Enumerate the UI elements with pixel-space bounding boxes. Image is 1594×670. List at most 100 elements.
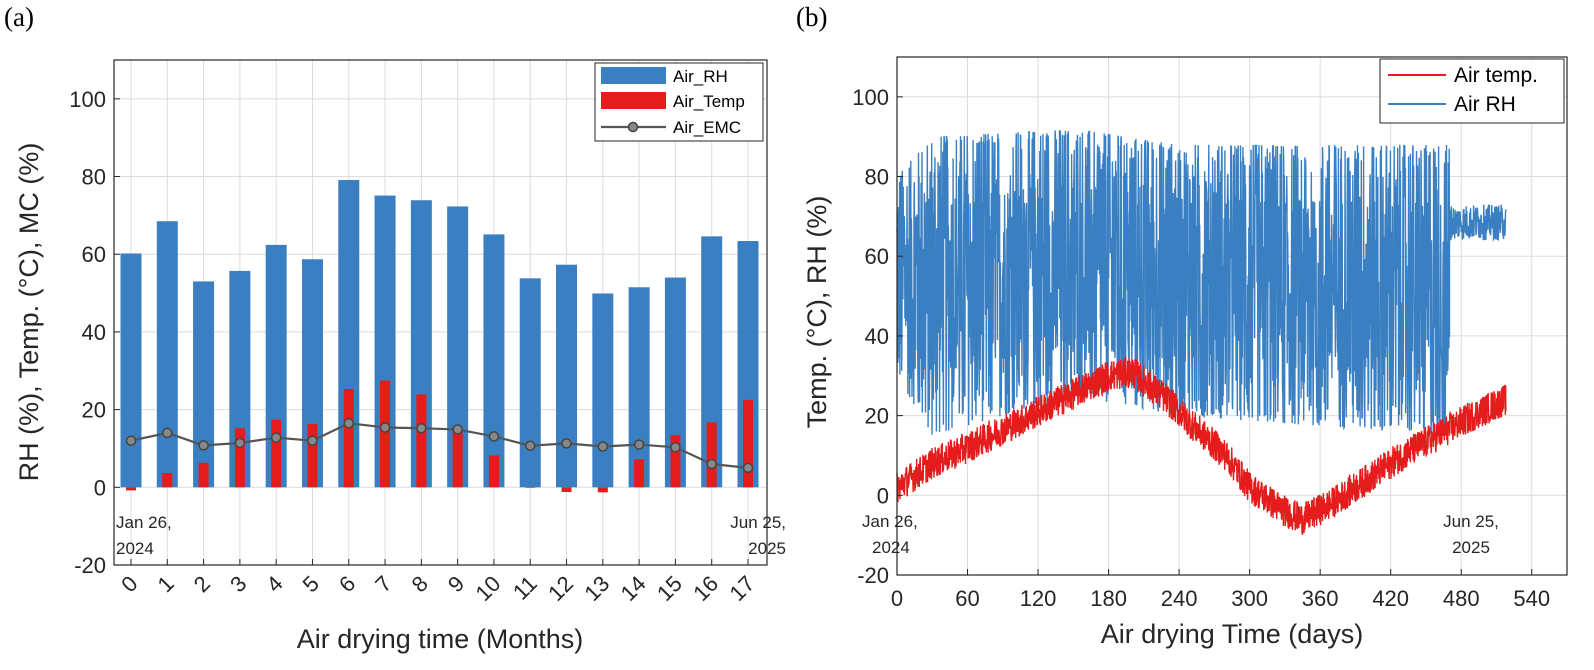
axes-box-b	[896, 56, 1568, 576]
point-air-emc	[307, 435, 318, 446]
y-tick-label-a: 40	[82, 320, 106, 345]
y-axis-label-a: RH (%), Temp. (°C), MC (%)	[14, 143, 44, 482]
point-air-emc	[343, 417, 355, 429]
x-tick-label-a: 4	[261, 571, 287, 597]
bar-air-rh	[229, 270, 251, 488]
legend-label-air-temp-b: Air temp.	[1454, 64, 1538, 87]
x-tick-label-a: 5	[298, 571, 324, 597]
plot-area-a	[114, 60, 767, 565]
x-tick-label-b: 540	[1513, 586, 1550, 611]
bar-air-temp	[634, 459, 645, 488]
bar-air-temp	[198, 462, 209, 488]
date-annotation-b: 2025	[1452, 538, 1490, 557]
y-tick-label-a: 80	[82, 165, 106, 190]
point-air-emc	[198, 440, 209, 451]
legend-b: Air temp. Air RH	[1379, 58, 1565, 124]
x-tick-label-a: 2	[189, 571, 215, 597]
x-tick-label-b: 300	[1231, 586, 1268, 611]
point-air-emc	[234, 437, 246, 449]
bar-air-rh	[628, 287, 650, 488]
bar-air-rh	[737, 241, 759, 488]
point-air-emc	[742, 462, 754, 474]
x-tick-label-a: 7	[370, 571, 396, 597]
legend-label-air-temp: Air_Temp	[673, 92, 745, 111]
date-annotation-a: Jan 26,	[116, 513, 172, 532]
y-tick-label-b: 100	[852, 85, 889, 110]
point-air-emc	[597, 441, 609, 452]
x-tick-label-a: 14	[616, 571, 651, 606]
legend-marker-air-emc	[627, 121, 639, 133]
point-air-emc	[125, 435, 137, 446]
bar-air-temp	[126, 487, 136, 491]
bar-air-temp	[525, 487, 536, 488]
x-tick-label-b: 360	[1302, 586, 1339, 611]
panel-label-b: (b)	[796, 2, 827, 32]
x-tick-label-a: 3	[225, 571, 251, 597]
y-tick-label-a: 100	[69, 87, 106, 112]
x-tick-label-a: 13	[579, 571, 614, 606]
point-air-emc	[488, 431, 500, 442]
legend-box-b	[1379, 58, 1565, 124]
bar-air-rh	[338, 180, 360, 488]
y-tick-label-b: 60	[865, 244, 889, 269]
bar-air-rh	[447, 206, 469, 488]
x-tick-label-b: 240	[1161, 586, 1198, 611]
date-annotation-a: 2025	[748, 539, 786, 558]
point-air-emc	[633, 439, 645, 450]
x-tick-label-a: 11	[508, 571, 542, 605]
panel-label-a: (a)	[4, 2, 34, 32]
bar-air-rh	[374, 195, 396, 488]
point-air-emc	[561, 438, 572, 449]
legend-label-air-rh-b: Air RH	[1454, 93, 1516, 116]
y-tick-label-a: 60	[82, 242, 106, 267]
bar-air-rh	[519, 278, 541, 488]
bar-air-temp	[488, 455, 499, 488]
date-annotations-a: Jan 26, 2024 Jun 25, 2025	[116, 513, 786, 558]
x-tick-label-b: 420	[1372, 586, 1409, 611]
x-tick-label-a: 6	[334, 571, 360, 597]
x-tick-label-a: 0	[116, 571, 142, 597]
bar-air-temp	[162, 472, 173, 488]
point-air-emc	[270, 432, 282, 443]
bar-air-rh	[664, 277, 686, 488]
legend-label-air-rh: Air_RH	[673, 67, 728, 86]
bar-air-temp	[743, 399, 753, 488]
bar-air-temp	[234, 428, 245, 488]
y-tick-label-a: 0	[94, 475, 106, 500]
date-annotation-a: Jun 25,	[730, 513, 786, 532]
bar-air-rh	[156, 221, 178, 488]
legend-a: Air_RH Air_Temp Air_EMC	[594, 62, 764, 142]
emc-line-a	[125, 417, 754, 474]
x-tick-label-b: 180	[1090, 586, 1127, 611]
x-tick-label-a: 15	[652, 571, 687, 606]
bar-air-rh	[193, 281, 215, 488]
y-tick-label-b: 80	[865, 165, 889, 190]
point-air-emc	[452, 424, 463, 435]
bar-air-temp	[452, 429, 463, 488]
bar-air-rh	[483, 234, 505, 488]
bar-air-rh	[556, 264, 578, 488]
point-air-emc	[524, 440, 536, 451]
bar-air-temp	[706, 422, 717, 488]
bar-air-temp	[416, 394, 427, 488]
x-tick-label-a: 10	[470, 571, 505, 606]
bar-air-rh	[265, 244, 287, 488]
date-annotation-b: Jun 25,	[1443, 512, 1499, 531]
x-tick-label-b: 60	[955, 586, 979, 611]
y-axis-label-b: Temp. (°C), RH (%)	[802, 196, 832, 429]
y-tick-label-a: -20	[74, 553, 106, 578]
x-axis-label-b: Air drying Time (days)	[1101, 619, 1364, 649]
x-axis-label-a: Air drying time (Months)	[297, 624, 584, 654]
series-b	[896, 130, 1507, 536]
x-tick-label-a: 1	[152, 571, 178, 597]
x-tick-label-a: 12	[543, 571, 578, 606]
legend-label-air-emc: Air_EMC	[673, 118, 741, 137]
bar-air-temp	[597, 487, 608, 493]
bar-air-rh	[120, 253, 142, 488]
bar-air-rh	[592, 293, 614, 488]
bar-air-temp	[271, 419, 282, 488]
x-tick-label-b: 0	[891, 586, 903, 611]
